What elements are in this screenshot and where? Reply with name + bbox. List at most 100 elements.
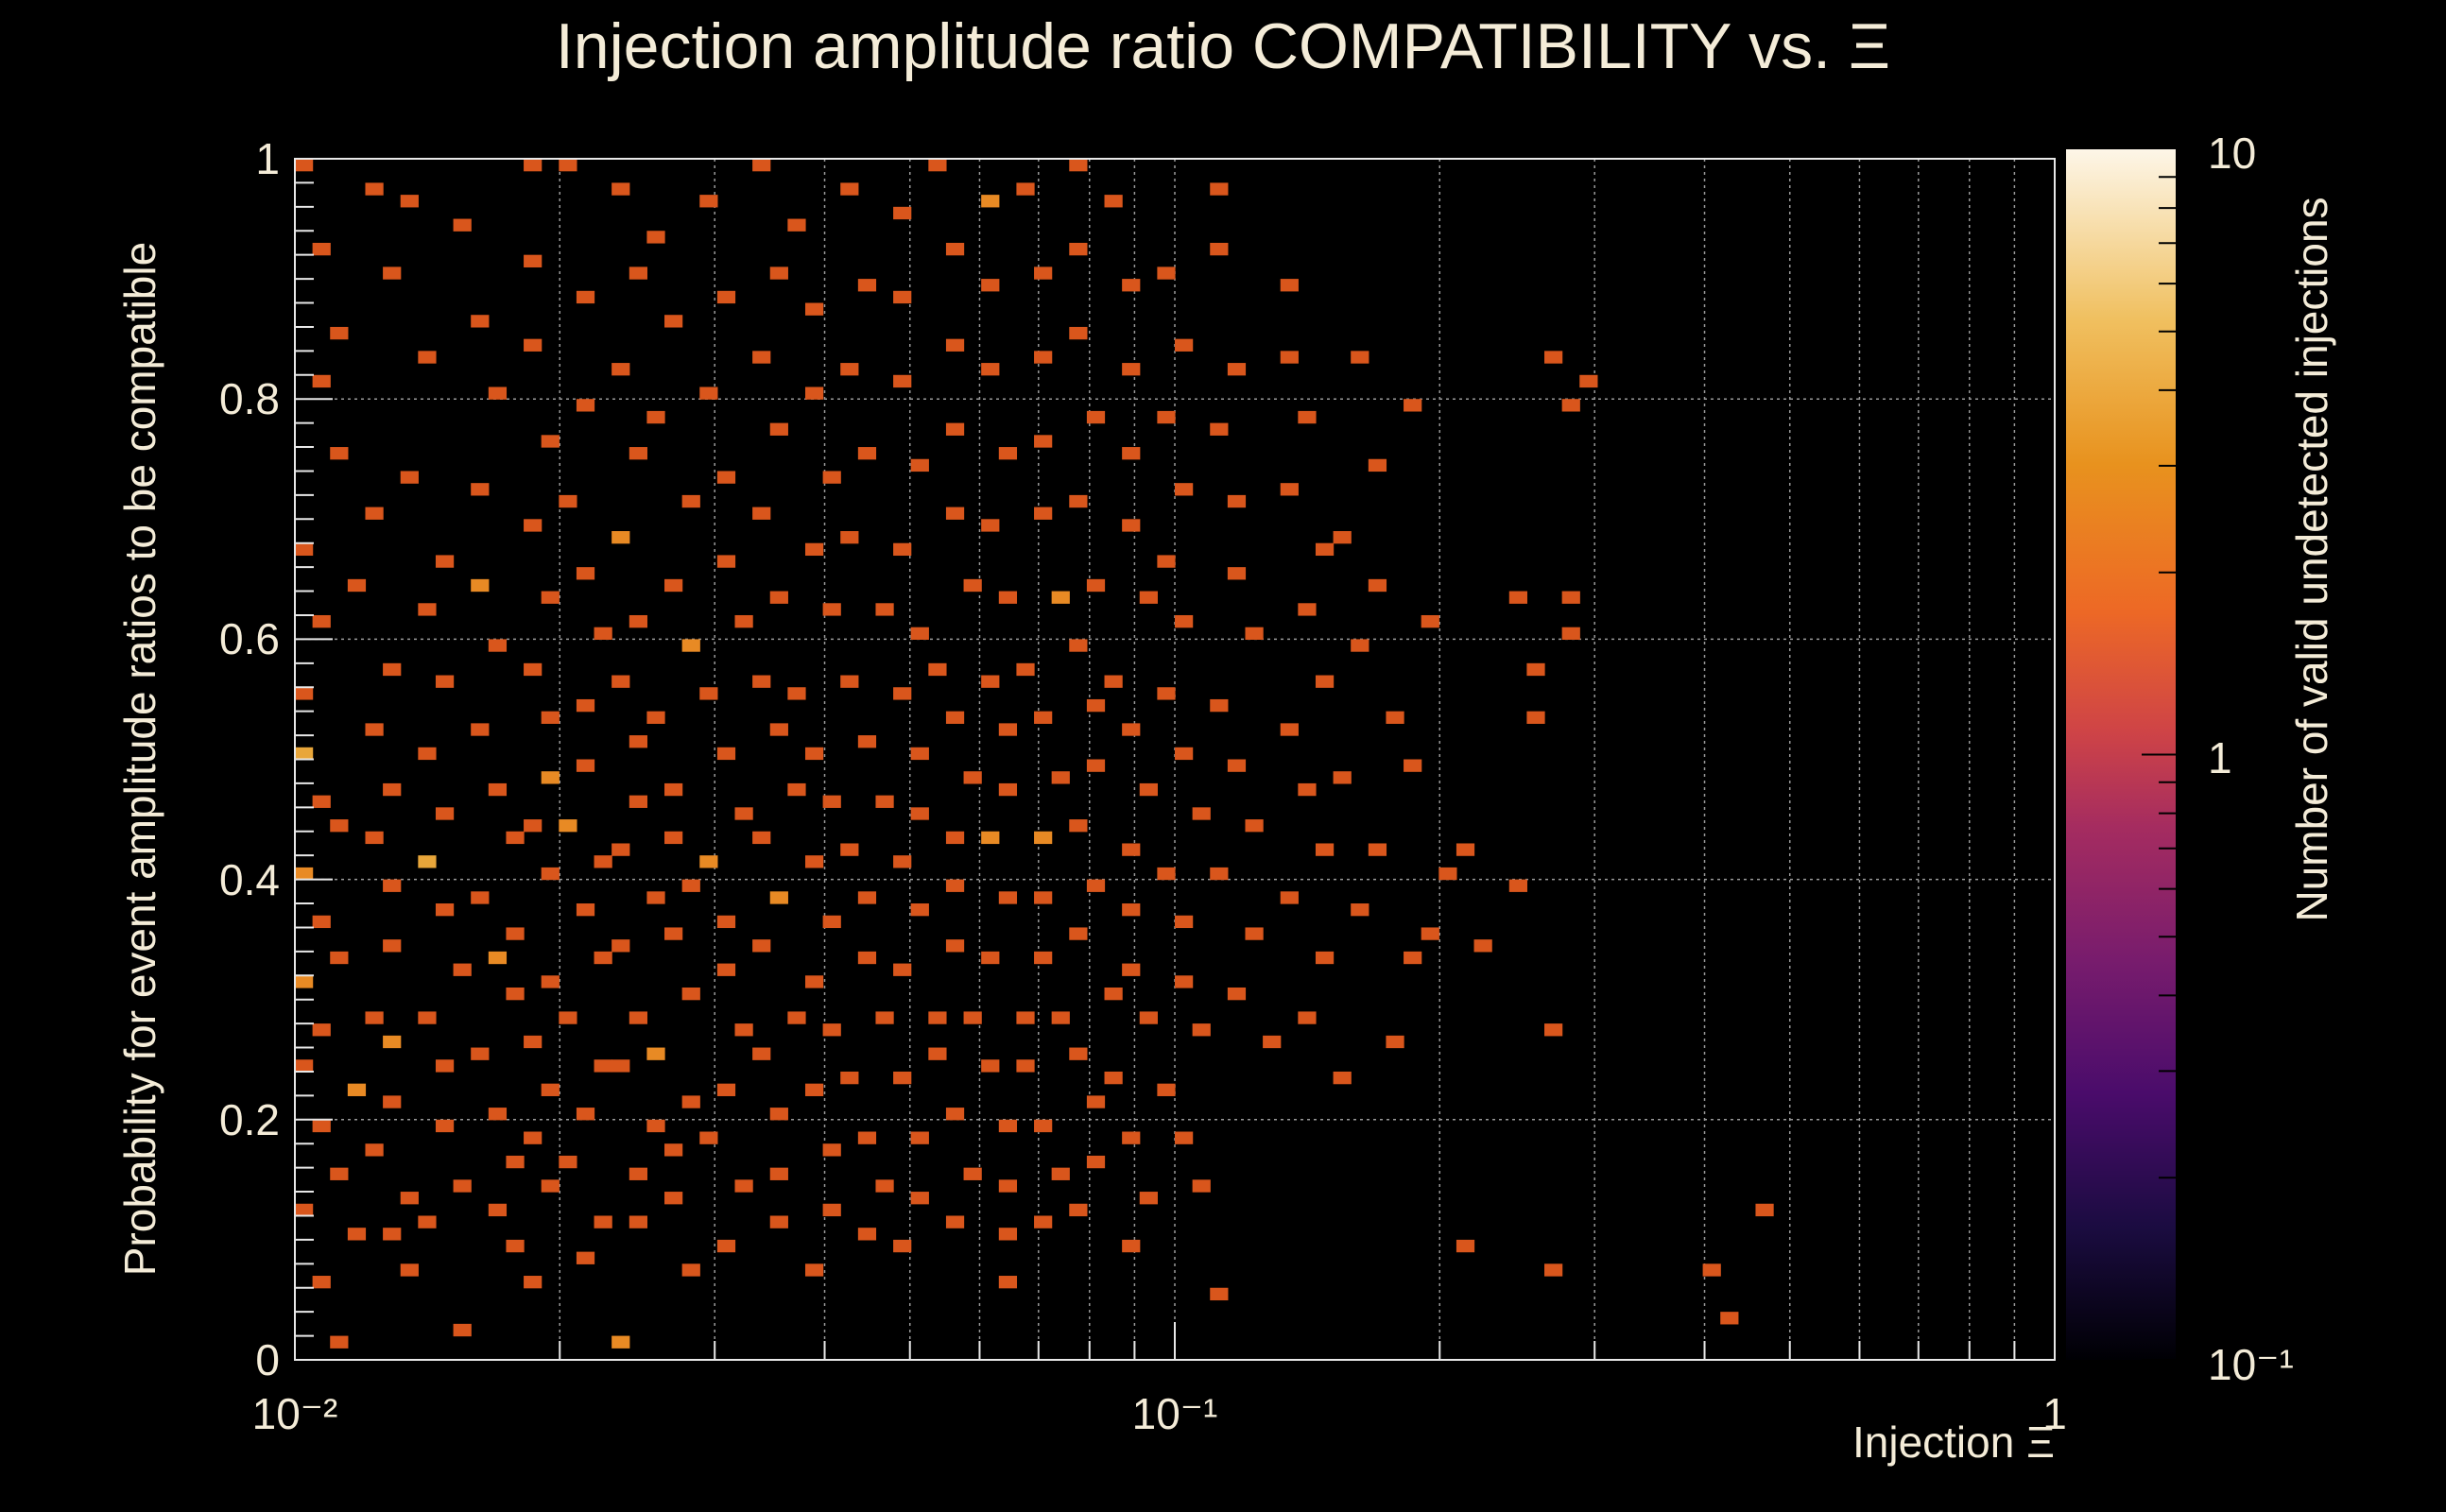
heatmap-cell-32 <box>383 879 402 892</box>
heatmap-cell-336 <box>1210 422 1229 436</box>
heatmap-cell-78 <box>541 435 560 448</box>
heatmap-cell-139 <box>664 927 683 940</box>
heatmap-cell-20 <box>295 1203 314 1217</box>
heatmap-cell-66 <box>506 831 525 845</box>
heatmap-cell-355 <box>1280 723 1299 736</box>
heatmap-cell-212 <box>875 1179 894 1193</box>
heatmap-cell-117 <box>612 675 630 688</box>
heatmap-cell-28 <box>383 662 402 677</box>
heatmap-cell-353 <box>1298 603 1317 616</box>
heatmap-cell-218 <box>893 542 912 557</box>
axis-ticks <box>294 158 2056 1361</box>
heatmap-cell-60 <box>488 387 508 400</box>
y-tick-label-2: 0.4 <box>219 855 280 904</box>
heatmap-cell-302 <box>1122 363 1141 376</box>
heatmap-cell-374 <box>1421 614 1439 628</box>
heatmap-cell-310 <box>1122 903 1141 917</box>
heatmap-cell-200 <box>857 447 877 460</box>
heatmap-cell-257 <box>981 831 1000 845</box>
heatmap-cell-127 <box>629 1215 647 1228</box>
heatmap-cell-61 <box>471 483 490 496</box>
heatmap-cell-77 <box>524 338 543 352</box>
heatmap-cell-171 <box>787 782 806 797</box>
heatmap-cell-8 <box>295 747 314 761</box>
heatmap-cell-351 <box>1280 483 1299 496</box>
heatmap-cell-43 <box>400 471 419 484</box>
heatmap-cell-126 <box>629 1167 647 1180</box>
heatmap-cell-131 <box>646 410 665 424</box>
heatmap-cell-176 <box>752 1047 771 1060</box>
heatmap-cell-88 <box>524 1035 543 1049</box>
heatmap-cell-102 <box>594 855 612 868</box>
heatmap-cell-86 <box>506 927 525 940</box>
heatmap-cell-46 <box>435 675 455 688</box>
heatmap-cell-391 <box>1579 374 1598 388</box>
heatmap-cell-301 <box>1122 279 1141 292</box>
heatmap-cell-341 <box>1227 759 1247 772</box>
heatmap-cell-22 <box>312 1276 331 1289</box>
heatmap-cells <box>295 159 1774 1349</box>
heatmap-cell-265 <box>998 1276 1018 1289</box>
heatmap-cell-375 <box>1404 759 1422 772</box>
heatmap-cell-12 <box>312 915 331 929</box>
heatmap-cell-214 <box>893 206 912 220</box>
heatmap-cell-157 <box>716 963 736 976</box>
heatmap-cell-242 <box>945 939 965 953</box>
heatmap-cell-39 <box>383 1228 402 1241</box>
heatmap-cell-278 <box>1051 1011 1070 1024</box>
heatmap-cell-170 <box>769 723 788 736</box>
heatmap-cell-52 <box>418 1011 437 1024</box>
heatmap-cell-135 <box>646 711 665 724</box>
heatmap-cell-177 <box>769 1108 788 1121</box>
heatmap-cell-208 <box>857 951 877 965</box>
heatmap-cell-50 <box>435 903 455 917</box>
heatmap-cell-235 <box>945 507 965 520</box>
heatmap-cell-226 <box>928 1011 947 1024</box>
heatmap-cell-359 <box>1315 951 1335 965</box>
heatmap-cell-394 <box>1755 1203 1774 1217</box>
heatmap-cell-13 <box>330 951 349 965</box>
heatmap-cell-270 <box>1034 507 1053 520</box>
heatmap-cell-26 <box>365 507 384 520</box>
heatmap-cell-380 <box>1473 939 1492 953</box>
heatmap-cell-152 <box>699 687 718 700</box>
heatmap-cell-333 <box>1210 182 1229 196</box>
heatmap-cell-317 <box>1157 266 1176 280</box>
heatmap-cell-348 <box>1280 279 1299 292</box>
heatmap-cell-366 <box>1351 639 1369 652</box>
heatmap-cell-271 <box>1051 591 1070 604</box>
x-tick-label-2: 1 <box>2042 1389 2067 1438</box>
heatmap-cell-308 <box>1139 782 1158 797</box>
heatmap-cell-173 <box>769 891 788 904</box>
heatmap-cell-297 <box>1086 1095 1106 1108</box>
heatmap-cell-9 <box>312 795 331 808</box>
heatmap-cell-385 <box>1544 351 1563 364</box>
heatmap-cell-53 <box>435 1059 455 1073</box>
heatmap-cell-363 <box>1368 458 1387 472</box>
heatmap-cell-166 <box>769 422 788 436</box>
heatmap-cell-272 <box>1016 662 1035 677</box>
heatmap-cell-343 <box>1210 867 1229 881</box>
heatmap-cell-185 <box>822 603 841 616</box>
heatmap-cell-7 <box>295 687 314 700</box>
heatmap-cell-327 <box>1175 915 1194 929</box>
heatmap-cell-0 <box>295 159 314 172</box>
heatmap-cell-81 <box>524 662 543 677</box>
heatmap-cell-48 <box>435 807 455 820</box>
x-tick-labels: 10⁻² 10⁻¹ 1 <box>252 1389 2067 1438</box>
heatmap-cell-318 <box>1175 338 1194 352</box>
heatmap-cell-332 <box>1192 1179 1211 1193</box>
chart-title: Injection amplitude ratio COMPATIBILITY … <box>556 10 1890 82</box>
heatmap-cell-358 <box>1280 891 1299 904</box>
heatmap-cell-138 <box>681 879 700 892</box>
heatmap-cell-216 <box>893 374 912 388</box>
heatmap-cell-311 <box>1122 963 1141 976</box>
heatmap-cell-35 <box>383 1035 402 1049</box>
heatmap-cell-354 <box>1315 675 1335 688</box>
heatmap-cell-159 <box>716 1083 736 1096</box>
heatmap-cell-172 <box>752 831 771 845</box>
heatmap-cell-335 <box>1227 363 1247 376</box>
heatmap-cell-183 <box>822 471 841 484</box>
heatmap-cell-339 <box>1245 627 1264 640</box>
heatmap-cell-340 <box>1210 698 1229 713</box>
